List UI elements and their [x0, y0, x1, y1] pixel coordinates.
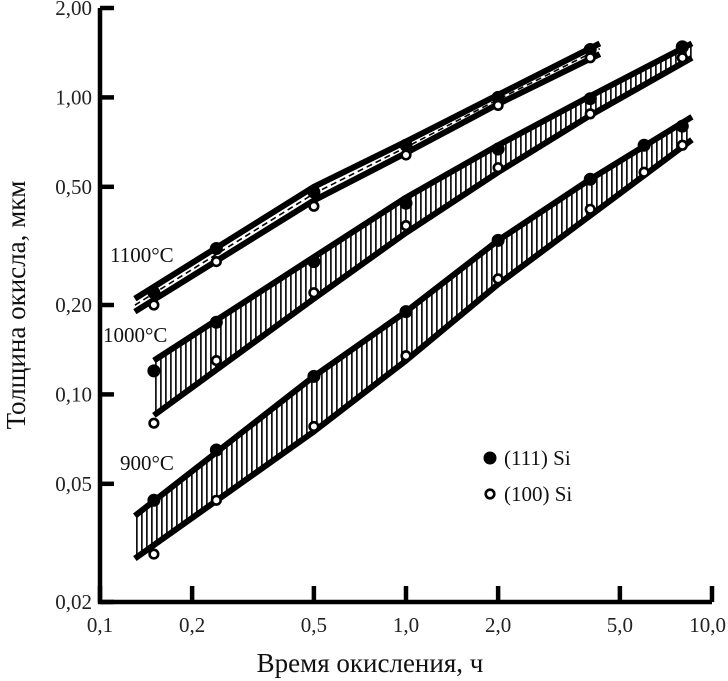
- marker-100-1000: [210, 354, 222, 367]
- marker-100-900: [308, 420, 320, 433]
- marker-111-1100: [209, 241, 223, 255]
- marker-111-1000: [307, 255, 321, 269]
- x-tick-label: 5,0: [607, 613, 633, 637]
- marker-100-1100: [492, 99, 504, 111]
- marker-layer: [147, 40, 689, 560]
- marker-111-1000: [491, 142, 505, 156]
- marker-100-900: [676, 139, 688, 151]
- y-tick-label: 0,05: [55, 472, 92, 496]
- y-tick-label: 2,00: [55, 0, 92, 20]
- marker-100-900: [210, 494, 222, 506]
- marker-111-1000: [147, 364, 161, 378]
- marker-100-900: [400, 350, 412, 362]
- marker-111-1000: [675, 40, 689, 54]
- marker-100-900: [148, 548, 160, 560]
- x-tick-label: 0,1: [87, 613, 113, 637]
- marker-100-1000: [148, 417, 160, 429]
- x-tick-label: 1,0: [393, 613, 419, 637]
- marker-100-1000: [584, 108, 596, 120]
- legend-marker-100: [484, 488, 496, 500]
- legend-label-111: (111) Si: [504, 446, 571, 470]
- marker-100-1000: [308, 287, 320, 299]
- marker-100-1000: [676, 52, 688, 64]
- band-upper-1000: [152, 40, 694, 364]
- marker-111-1000: [583, 92, 597, 106]
- y-tick-label: 1,00: [55, 85, 92, 109]
- marker-100-900: [638, 166, 650, 178]
- marker-100-1100: [308, 200, 320, 212]
- marker-111-900: [637, 138, 651, 152]
- legend-label-100: (100) Si: [504, 482, 572, 506]
- marker-111-900: [675, 119, 689, 133]
- x-tick-label: 10,0: [689, 613, 726, 637]
- marker-100-1100: [210, 255, 222, 268]
- x-tick-label: 0,2: [179, 613, 205, 637]
- annotation-1000: 1000°C: [103, 323, 167, 347]
- marker-111-1000: [209, 315, 223, 329]
- marker-111-900: [399, 305, 413, 319]
- marker-111-900: [147, 493, 161, 507]
- axes-layer: [97, 5, 715, 605]
- marker-111-900: [307, 369, 321, 383]
- marker-100-1000: [492, 162, 504, 174]
- y-tick-label: 0,20: [55, 293, 92, 317]
- label-layer: 1100°C 1000°C 900°C 0,02 0,05 0,10 0,20 0,50 1,0…: [55, 0, 726, 637]
- marker-111-1100: [307, 185, 321, 199]
- marker-111-1100: [147, 286, 161, 300]
- marker-100-900: [492, 273, 504, 285]
- x-tick-label: 0,5: [301, 613, 327, 637]
- y-tick-label: 0,50: [55, 175, 92, 199]
- marker-100-1100: [400, 149, 412, 161]
- legend-marker-111: [483, 451, 497, 465]
- band-lower-900: [133, 137, 694, 562]
- marker-111-1000: [399, 196, 413, 210]
- y-tick-label: 0,02: [55, 590, 92, 614]
- marker-100-1100: [584, 52, 596, 64]
- band-layer: [133, 40, 694, 562]
- hatch-layer: [134, 43, 692, 558]
- x-tick-label: 2,0: [485, 613, 511, 637]
- marker-100-1100: [148, 299, 160, 311]
- band-upper-900: [133, 114, 694, 519]
- marker-111-900: [209, 443, 223, 457]
- marker-100-900: [584, 203, 596, 215]
- marker-100-1000: [400, 220, 412, 232]
- band-lower-1000: [152, 55, 694, 418]
- annotation-1100: 1100°C: [110, 243, 174, 267]
- annotation-900: 900°C: [120, 451, 174, 475]
- band-lower-1100: [133, 51, 602, 315]
- y-axis-title: Толщина окисла, мкм: [1, 181, 31, 430]
- marker-111-900: [491, 233, 505, 247]
- marker-111-900: [583, 172, 597, 186]
- x-axis-title: Время окисления, ч: [257, 648, 484, 678]
- y-tick-label: 0,10: [55, 382, 92, 406]
